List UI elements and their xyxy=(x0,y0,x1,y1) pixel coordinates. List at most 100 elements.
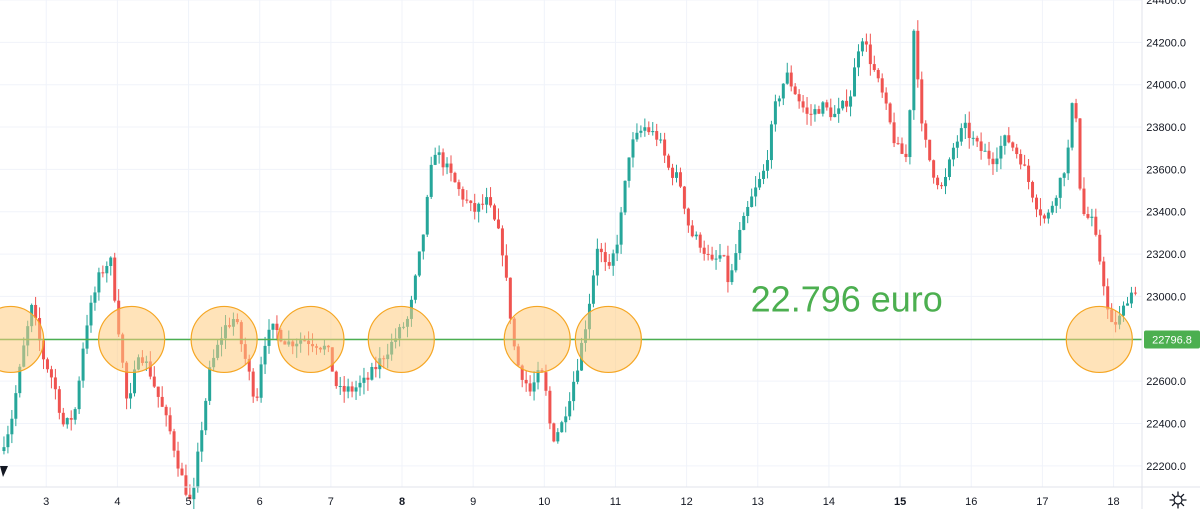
candle-body xyxy=(544,372,548,391)
candle-body xyxy=(421,234,425,252)
candle-body xyxy=(904,153,908,158)
candle-body xyxy=(180,468,184,476)
x-tick-label: 8 xyxy=(399,496,405,508)
grid-layer xyxy=(0,0,1142,487)
candle-body xyxy=(1034,197,1038,210)
candle-body xyxy=(133,369,137,394)
candle-body xyxy=(489,197,493,206)
candle-body xyxy=(837,108,841,114)
candle-body xyxy=(504,255,508,278)
candle-body xyxy=(255,396,259,398)
candle-body xyxy=(714,258,718,260)
candle-body xyxy=(552,423,556,442)
candle-body xyxy=(1098,234,1102,262)
candle-body xyxy=(208,367,212,401)
candle-body xyxy=(89,302,93,326)
candle-body xyxy=(481,203,485,205)
candle-body xyxy=(259,364,263,398)
candle-body xyxy=(908,110,912,158)
candle-body xyxy=(1090,216,1094,218)
candle-body xyxy=(1086,214,1090,218)
y-tick-label: 24400.0 xyxy=(1146,0,1186,7)
candle-body xyxy=(702,247,706,254)
candle-body xyxy=(619,212,623,245)
candle-body xyxy=(944,176,948,187)
x-tick-label: 14 xyxy=(823,496,835,508)
candle-body xyxy=(932,160,936,178)
candle-body xyxy=(951,147,955,160)
candle-body xyxy=(160,396,164,407)
candle-body xyxy=(354,387,358,392)
candle-body xyxy=(825,102,829,108)
candle-body xyxy=(251,371,255,397)
candle-body xyxy=(97,272,101,293)
candle-body xyxy=(568,401,572,417)
y-tick-label: 23600.0 xyxy=(1146,164,1186,176)
candle-body xyxy=(413,275,417,300)
y-tick-label: 23800.0 xyxy=(1146,122,1186,134)
candle-body xyxy=(876,69,880,79)
x-tick-label: 12 xyxy=(680,496,692,508)
candle-body xyxy=(1050,205,1054,213)
x-tick-label: 10 xyxy=(538,496,550,508)
x-tick-label: 15 xyxy=(894,496,906,508)
candle-body xyxy=(374,367,378,370)
candle-body xyxy=(603,252,607,263)
candle-body xyxy=(6,434,10,448)
candle-body xyxy=(93,292,97,303)
candle-body xyxy=(461,189,465,200)
candle-body xyxy=(809,113,813,115)
x-tick-label: 18 xyxy=(1107,496,1119,508)
candle-body xyxy=(560,422,564,433)
candle-body xyxy=(659,139,663,141)
candle-body xyxy=(18,366,22,394)
gear-icon[interactable] xyxy=(1169,491,1187,509)
highlight-circle xyxy=(0,305,45,374)
candle-body xyxy=(690,225,694,237)
candle-body xyxy=(457,182,461,190)
candle-body xyxy=(346,386,350,392)
price-annotation: 22.796 euro xyxy=(751,278,943,319)
candle-body xyxy=(983,150,987,152)
y-tick-label: 23000.0 xyxy=(1146,291,1186,303)
candle-body xyxy=(524,379,528,384)
candle-body xyxy=(651,131,655,133)
candle-body xyxy=(845,100,849,107)
candle-body xyxy=(449,163,453,173)
candle-body xyxy=(781,83,785,99)
candle-body xyxy=(85,325,89,349)
candle-body xyxy=(113,257,117,301)
candle-body xyxy=(801,101,805,108)
candle-body xyxy=(109,257,113,266)
x-tick-label: 16 xyxy=(965,496,977,508)
candle-body xyxy=(1066,147,1070,174)
candle-body xyxy=(125,362,129,399)
candle-body xyxy=(1094,216,1098,235)
x-tick-label: 3 xyxy=(43,496,49,508)
candle-body xyxy=(710,254,714,260)
candle-body xyxy=(849,96,853,107)
y-tick-label: 24000.0 xyxy=(1146,80,1186,92)
candle-body xyxy=(473,203,477,212)
price-label-background xyxy=(1144,330,1200,349)
candle-body xyxy=(1011,142,1015,148)
candle-body xyxy=(528,383,532,392)
candle-body xyxy=(967,122,971,138)
candle-body xyxy=(924,123,928,140)
candle-body xyxy=(718,255,722,259)
candle-body xyxy=(821,102,825,114)
candle-body xyxy=(152,376,156,387)
candle-body xyxy=(548,390,552,424)
candle-body xyxy=(342,385,346,392)
candle-body xyxy=(425,196,429,235)
candle-body xyxy=(1054,197,1058,206)
x-tick-label: 11 xyxy=(610,496,621,508)
candle-body xyxy=(520,365,524,380)
candle-body xyxy=(496,219,500,229)
candle-body xyxy=(1129,292,1133,304)
candle-body xyxy=(979,141,983,152)
candle-body xyxy=(188,494,192,500)
candle-body xyxy=(429,164,433,197)
